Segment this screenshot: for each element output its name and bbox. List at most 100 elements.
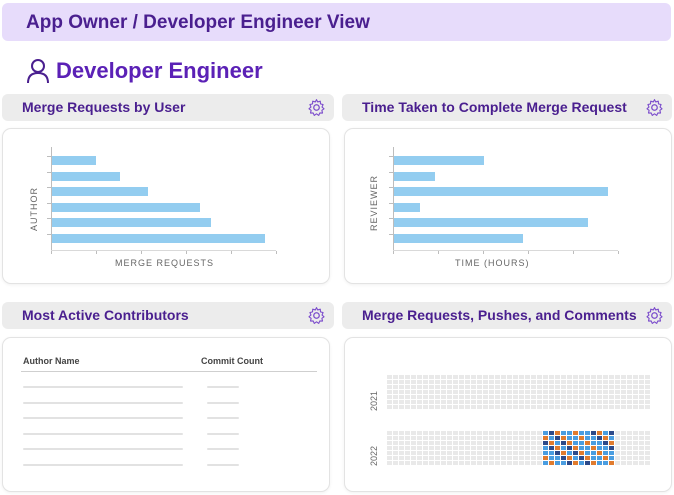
gear-icon[interactable] xyxy=(307,306,326,325)
heatmap-cell xyxy=(483,451,488,455)
heatmap-cell xyxy=(567,400,572,404)
heatmap-cell xyxy=(525,441,530,445)
heatmap-cell xyxy=(483,436,488,440)
y-axis-tick xyxy=(47,171,51,173)
heatmap-cell xyxy=(507,405,512,409)
heatmap-cell xyxy=(489,456,494,460)
heatmap-cell xyxy=(435,441,440,445)
heatmap-cell xyxy=(399,461,404,465)
heatmap-cell xyxy=(447,380,452,384)
gear-icon[interactable] xyxy=(645,306,664,325)
heatmap-cell xyxy=(531,395,536,399)
heatmap-cell xyxy=(537,405,542,409)
heatmap-cell xyxy=(543,431,548,435)
activity-header: Merge Requests, Pushes, and Comments xyxy=(342,302,672,329)
heatmap-cell xyxy=(435,390,440,394)
heatmap-cell xyxy=(387,385,392,389)
heatmap-cell xyxy=(519,400,524,404)
heatmap-cell xyxy=(423,446,428,450)
y-axis-tick xyxy=(47,187,51,188)
heatmap-cell xyxy=(531,385,536,389)
heatmap-cell xyxy=(537,441,542,445)
heatmap-cell xyxy=(441,431,446,435)
heatmap-cell xyxy=(447,400,452,404)
heatmap-cell xyxy=(597,385,602,389)
heatmap-cell xyxy=(459,390,464,394)
heatmap-cell xyxy=(429,390,434,394)
heatmap-cell xyxy=(471,451,476,455)
bar-5 xyxy=(394,218,588,227)
heatmap-cell xyxy=(591,436,596,440)
heatmap-cell xyxy=(519,441,524,445)
heatmap-cell xyxy=(423,400,428,404)
heatmap-cell xyxy=(507,461,512,465)
heatmap-cell xyxy=(531,405,536,409)
heatmap-cell xyxy=(555,431,560,435)
heatmap-cell xyxy=(531,461,536,465)
heatmap-cell xyxy=(579,446,584,450)
gear-icon[interactable] xyxy=(645,98,664,117)
heatmap-cell xyxy=(543,385,548,389)
heatmap-cell xyxy=(537,380,542,384)
heatmap-cell xyxy=(639,461,644,465)
heatmap-cell xyxy=(429,380,434,384)
heatmap-cell xyxy=(639,400,644,404)
heatmap-cell xyxy=(513,375,518,379)
time-taken-header: Time Taken to Complete Merge Request xyxy=(342,94,672,121)
heatmap-cell xyxy=(579,451,584,455)
heatmap-cell xyxy=(429,385,434,389)
heatmap-cell xyxy=(423,431,428,435)
heatmap-cell xyxy=(495,461,500,465)
heatmap-cell xyxy=(621,451,626,455)
y-axis-tick xyxy=(389,202,393,204)
heatmap-cell xyxy=(477,390,482,394)
heatmap-cell xyxy=(441,456,446,460)
heatmap-cell xyxy=(507,431,512,435)
x-axis-line xyxy=(393,250,618,251)
gear-icon[interactable] xyxy=(307,98,326,117)
heatmap-cell xyxy=(417,380,422,384)
heatmap-cell xyxy=(615,385,620,389)
heatmap-cell xyxy=(627,375,632,379)
heatmap-cell xyxy=(585,436,590,440)
heatmap-cell xyxy=(405,380,410,384)
heatmap-cell xyxy=(429,461,434,465)
heatmap-cell xyxy=(519,380,524,384)
heatmap-cell xyxy=(483,385,488,389)
heatmap-cell xyxy=(603,431,608,435)
heatmap-cell xyxy=(411,451,416,455)
bar-2 xyxy=(52,171,121,181)
heatmap-cell xyxy=(543,461,548,465)
heatmap-cell xyxy=(627,456,632,460)
heatmap-cell xyxy=(615,456,620,460)
heatmap-cell xyxy=(579,431,584,435)
heatmap-cell xyxy=(633,385,638,389)
merge-by-user-card: AUTHOR MERGE REQUESTS xyxy=(2,128,330,284)
heatmap-cell xyxy=(579,375,584,379)
heatmap-cell xyxy=(501,456,506,460)
heatmap-cell xyxy=(609,390,614,394)
y-axis-tick xyxy=(389,233,393,235)
heatmap-cell xyxy=(537,456,542,460)
heatmap-cell xyxy=(609,385,614,389)
heatmap-cell xyxy=(471,456,476,460)
heatmap-cell xyxy=(405,451,410,455)
heatmap-cell xyxy=(639,385,644,389)
heatmap-cell xyxy=(471,385,476,389)
heatmap-cell xyxy=(555,436,560,440)
table-row-count-placeholder xyxy=(207,417,239,419)
heatmap-cell xyxy=(513,395,518,399)
heatmap-cell xyxy=(423,456,428,460)
heatmap-cell xyxy=(513,431,518,435)
heatmap-cell xyxy=(441,375,446,379)
heatmap-cell xyxy=(633,375,638,379)
heatmap-cell xyxy=(561,375,566,379)
heatmap-cell xyxy=(477,385,482,389)
heatmap-cell xyxy=(447,446,452,450)
heatmap-cell xyxy=(555,441,560,445)
x-axis-tick xyxy=(276,251,277,254)
heatmap-cell xyxy=(627,436,632,440)
heatmap-cell xyxy=(501,395,506,399)
heatmap-cell xyxy=(423,436,428,440)
heatmap-cell xyxy=(459,441,464,445)
